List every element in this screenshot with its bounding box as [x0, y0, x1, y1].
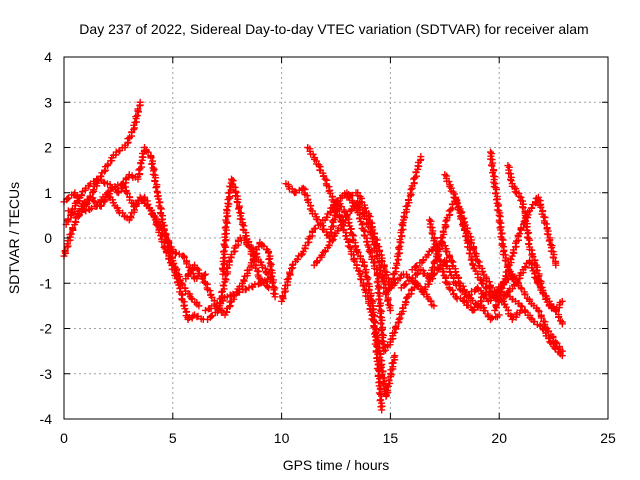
x-tick-label: 20	[491, 430, 507, 446]
x-tick-label: 15	[383, 430, 399, 446]
x-tick-label: 5	[169, 430, 177, 446]
data-point-markers	[426, 216, 503, 323]
y-tick-label: -2	[40, 321, 53, 337]
series-sat-q	[426, 216, 503, 323]
series-sat-d	[64, 180, 207, 323]
x-tick-label: 0	[60, 430, 68, 446]
grid-layer	[64, 57, 608, 419]
y-tick-label: 4	[44, 49, 52, 65]
data-point-markers	[304, 144, 399, 400]
series-sat-k	[304, 144, 399, 400]
y-tick-label: 2	[44, 140, 52, 156]
axis-layer: 0 5 10 15 20 25 -4 -3 -2 -1 0 1 2 3 4	[40, 49, 616, 446]
x-axis-label: GPS time / hours	[283, 457, 390, 473]
data-point-markers	[204, 234, 275, 323]
series-sat-p	[408, 239, 525, 323]
x-tick-label: 10	[274, 430, 290, 446]
y-tick-label: -1	[40, 275, 53, 291]
y-tick-label: -3	[40, 366, 53, 382]
chart-title: Day 237 of 2022, Sidereal Day-to-day VTE…	[79, 21, 588, 37]
marks-layer	[60, 98, 566, 414]
data-point-markers	[64, 180, 207, 323]
data-point-markers	[408, 239, 525, 323]
y-tick-label: 0	[44, 230, 52, 246]
x-tick-label: 25	[600, 430, 616, 446]
series-sat-h	[204, 234, 275, 323]
series-sat-m	[343, 153, 425, 292]
y-tick-label: 1	[44, 185, 52, 201]
data-point-markers	[343, 153, 425, 292]
y-tick-label: 3	[44, 94, 52, 110]
y-tick-label: -4	[40, 411, 53, 427]
series-sat-u	[491, 193, 560, 314]
y-axis-label: SDTVAR / TECUs	[6, 182, 22, 294]
data-point-markers	[491, 193, 560, 314]
